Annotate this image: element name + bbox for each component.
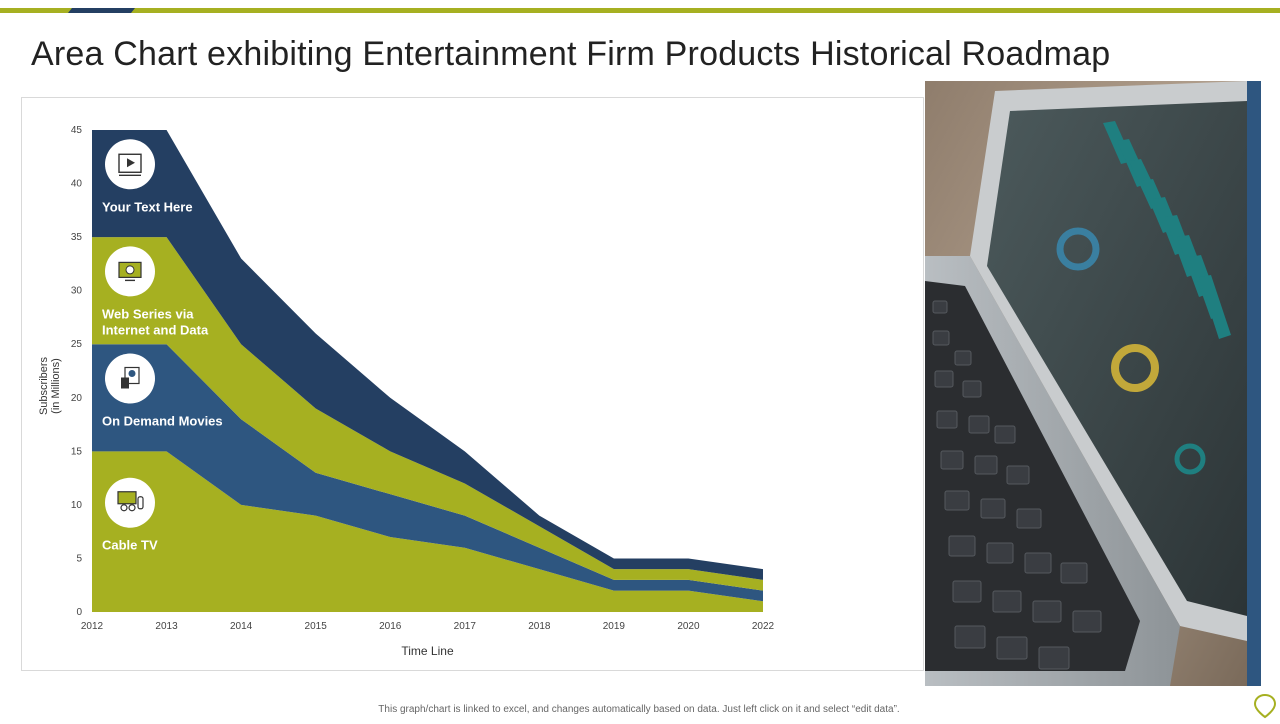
video-player-icon bbox=[105, 139, 155, 190]
y-tick-label: 25 bbox=[71, 339, 83, 350]
area-chart[interactable]: 0 5 10 15 20 25 30 35 40 45 2012 2013 2014 2015 2016 20… bbox=[22, 98, 925, 672]
y-tick-label: 20 bbox=[71, 393, 83, 404]
x-tick-label: 2015 bbox=[305, 621, 328, 632]
y-tick-label: 15 bbox=[71, 446, 83, 457]
x-tick-label: 2013 bbox=[155, 621, 178, 632]
x-tick-label: 2016 bbox=[379, 621, 402, 632]
footnote: This graph/chart is linked to excel, and… bbox=[378, 704, 900, 715]
area-series-your-text-here[interactable] bbox=[92, 130, 763, 580]
accent-strip bbox=[1247, 81, 1261, 686]
x-tick-label: 2014 bbox=[230, 621, 253, 632]
laptop-illustration bbox=[925, 81, 1247, 686]
x-tick-label: 2017 bbox=[454, 621, 477, 632]
x-tick-label: 2012 bbox=[81, 621, 104, 632]
series-label: On Demand Movies bbox=[102, 413, 223, 428]
page-title: Area Chart exhibiting Entertainment Firm… bbox=[31, 34, 1111, 73]
chart-frame[interactable]: 0 5 10 15 20 25 30 35 40 45 2012 2013 2014 2015 2016 20… bbox=[21, 97, 924, 671]
x-tick-label: 2018 bbox=[528, 621, 551, 632]
x-tick-label: 2022 bbox=[752, 621, 775, 632]
series-label: Your Text Here bbox=[102, 199, 193, 214]
y-tick-label: 45 bbox=[71, 125, 83, 136]
y-tick-label: 35 bbox=[71, 232, 83, 243]
y-tick-label: 30 bbox=[71, 286, 83, 297]
laptop-dashboard-photo bbox=[925, 81, 1247, 686]
y-axis-label: Subscribers(in Millions) bbox=[38, 356, 62, 415]
y-tick-label: 0 bbox=[76, 607, 82, 618]
x-axis-label: Time Line bbox=[401, 644, 454, 658]
x-tick-label: 2019 bbox=[603, 621, 626, 632]
series-label: Cable TV bbox=[102, 538, 158, 553]
y-tick-label: 10 bbox=[71, 500, 83, 511]
area-series-on-demand-movies[interactable] bbox=[92, 344, 763, 602]
presentation-icon bbox=[105, 477, 155, 528]
area-series-cable-tv[interactable] bbox=[92, 451, 763, 612]
y-tick-label: 5 bbox=[76, 553, 82, 564]
movie-reel-icon bbox=[105, 353, 155, 404]
series-label: Web Series via Internet and Data bbox=[102, 306, 209, 337]
top-accent-bar bbox=[0, 0, 1280, 13]
map-pin-logo-icon bbox=[1253, 693, 1277, 724]
y-tick-label: 40 bbox=[71, 179, 83, 190]
top-accent-bar-graphic bbox=[0, 8, 1280, 13]
x-tick-label: 2020 bbox=[677, 621, 700, 632]
area-series-web-series-via-internet-and-data[interactable] bbox=[92, 237, 763, 591]
monitor-dollar-icon bbox=[105, 246, 155, 297]
